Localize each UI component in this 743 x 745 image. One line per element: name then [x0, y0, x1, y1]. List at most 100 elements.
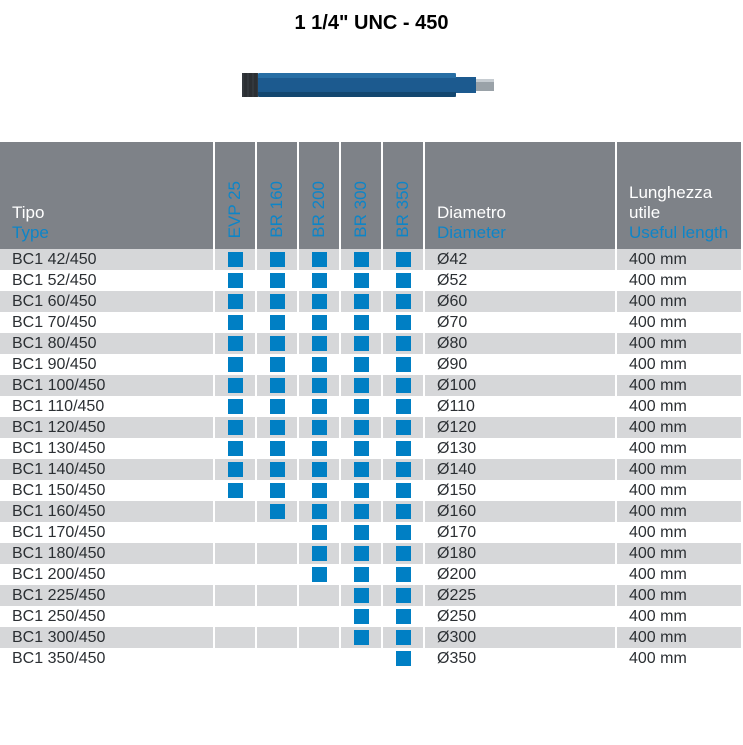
cell-mark — [340, 585, 382, 606]
table-row: BC1 150/450Ø150400 mm — [0, 480, 742, 501]
cell-mark — [214, 459, 256, 480]
cell-mark — [298, 270, 340, 291]
mark-square-icon — [270, 273, 285, 288]
cell-mark — [256, 501, 298, 522]
cell-mark — [256, 522, 298, 543]
cell-type: BC1 70/450 — [0, 312, 214, 333]
mark-square-icon — [396, 588, 411, 603]
cell-mark — [382, 501, 424, 522]
mark-square-icon — [270, 441, 285, 456]
mark-square-icon — [228, 273, 243, 288]
cell-diameter: Ø42 — [424, 249, 616, 270]
mark-square-icon — [228, 357, 243, 372]
cell-mark — [214, 375, 256, 396]
mark-square-icon — [270, 315, 285, 330]
cell-length: 400 mm — [616, 417, 742, 438]
cell-type: BC1 130/450 — [0, 438, 214, 459]
mark-square-icon — [312, 546, 327, 561]
cell-mark — [214, 396, 256, 417]
cell-mark — [298, 585, 340, 606]
cell-type: BC1 300/450 — [0, 627, 214, 648]
mark-square-icon — [228, 378, 243, 393]
cell-mark — [298, 312, 340, 333]
cell-mark — [382, 543, 424, 564]
cell-mark — [382, 396, 424, 417]
cell-mark — [256, 564, 298, 585]
cell-mark — [298, 291, 340, 312]
cell-length: 400 mm — [616, 606, 742, 627]
table-row: BC1 90/450Ø90400 mm — [0, 354, 742, 375]
cell-mark — [256, 333, 298, 354]
mark-square-icon — [354, 567, 369, 582]
cell-type: BC1 350/450 — [0, 648, 214, 669]
cell-mark — [214, 249, 256, 270]
header-diameter-en: Diameter — [437, 223, 607, 243]
cell-mark — [340, 417, 382, 438]
cell-length: 400 mm — [616, 438, 742, 459]
cell-mark — [256, 480, 298, 501]
mark-square-icon — [354, 504, 369, 519]
cell-diameter: Ø180 — [424, 543, 616, 564]
header-diameter-it: Diametro — [437, 203, 607, 223]
mark-square-icon — [312, 483, 327, 498]
cell-length: 400 mm — [616, 249, 742, 270]
mark-square-icon — [270, 420, 285, 435]
mark-square-icon — [396, 462, 411, 477]
cell-mark — [340, 522, 382, 543]
cell-mark — [214, 648, 256, 669]
cell-mark — [256, 438, 298, 459]
cell-mark — [214, 354, 256, 375]
mark-square-icon — [312, 273, 327, 288]
cell-type: BC1 150/450 — [0, 480, 214, 501]
header-col-0: EVP 25 — [214, 142, 256, 249]
cell-mark — [340, 564, 382, 585]
mark-square-icon — [312, 567, 327, 582]
cell-diameter: Ø225 — [424, 585, 616, 606]
mark-square-icon — [396, 378, 411, 393]
mark-square-icon — [312, 441, 327, 456]
cell-mark — [256, 270, 298, 291]
cell-mark — [340, 396, 382, 417]
mark-square-icon — [396, 525, 411, 540]
cell-mark — [256, 648, 298, 669]
mark-square-icon — [354, 273, 369, 288]
cell-mark — [382, 291, 424, 312]
cell-mark — [382, 522, 424, 543]
header-col-0-label: EVP 25 — [225, 177, 245, 238]
mark-square-icon — [228, 483, 243, 498]
cell-mark — [256, 291, 298, 312]
drill-bit-illustration — [242, 63, 502, 112]
table-row: BC1 250/450Ø250400 mm — [0, 606, 742, 627]
cell-length: 400 mm — [616, 396, 742, 417]
cell-mark — [214, 333, 256, 354]
table-row: BC1 300/450Ø300400 mm — [0, 627, 742, 648]
header-col-4-label: BR 350 — [393, 177, 413, 238]
spec-table: Tipo Type EVP 25 BR 160 BR 200 BR 300 BR… — [0, 142, 743, 669]
cell-mark — [298, 249, 340, 270]
cell-type: BC1 170/450 — [0, 522, 214, 543]
mark-square-icon — [354, 630, 369, 645]
cell-mark — [256, 354, 298, 375]
mark-square-icon — [396, 273, 411, 288]
mark-square-icon — [396, 630, 411, 645]
header-length: Lunghezza utile Useful length — [616, 142, 742, 249]
cell-diameter: Ø160 — [424, 501, 616, 522]
cell-type: BC1 140/450 — [0, 459, 214, 480]
product-image — [0, 43, 743, 142]
page-title: 1 1/4" UNC - 450 — [0, 0, 743, 43]
mark-square-icon — [270, 504, 285, 519]
table-row: BC1 70/450Ø70400 mm — [0, 312, 742, 333]
cell-mark — [340, 459, 382, 480]
cell-mark — [382, 459, 424, 480]
mark-square-icon — [354, 252, 369, 267]
mark-square-icon — [312, 357, 327, 372]
cell-mark — [382, 354, 424, 375]
mark-square-icon — [270, 378, 285, 393]
mark-square-icon — [396, 441, 411, 456]
mark-square-icon — [312, 336, 327, 351]
cell-mark — [214, 627, 256, 648]
cell-diameter: Ø60 — [424, 291, 616, 312]
cell-length: 400 mm — [616, 375, 742, 396]
cell-length: 400 mm — [616, 501, 742, 522]
mark-square-icon — [396, 504, 411, 519]
